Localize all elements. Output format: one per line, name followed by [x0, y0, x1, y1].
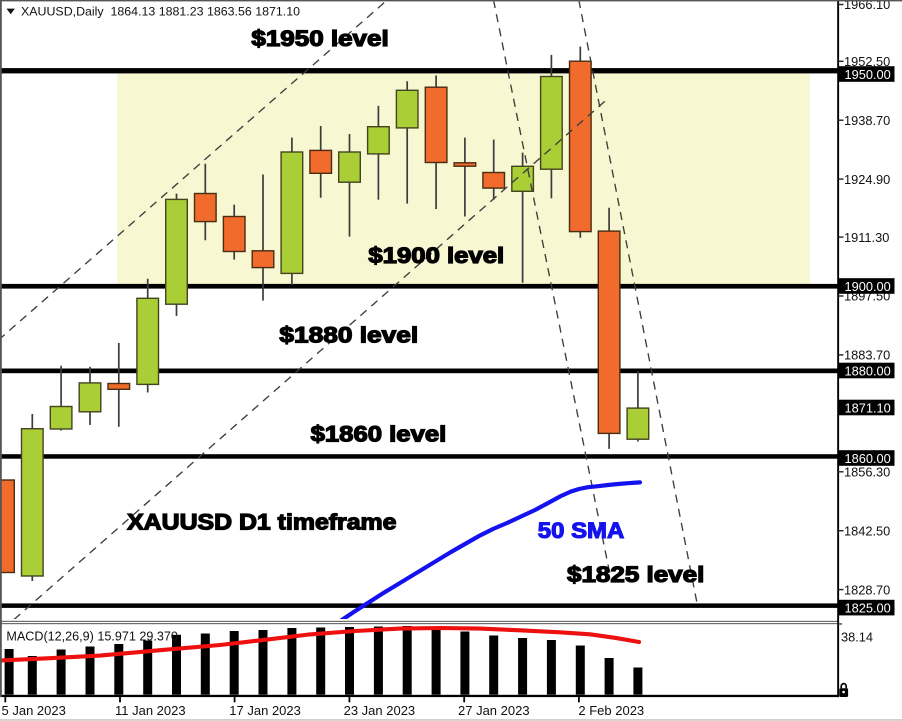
svg-text:$1950 level: $1950 level: [251, 26, 388, 51]
svg-text:1842.50: 1842.50: [844, 523, 890, 538]
svg-text:5 Jan 2023: 5 Jan 2023: [2, 703, 66, 718]
svg-text:1938.70: 1938.70: [844, 113, 890, 128]
svg-text:1900.00: 1900.00: [845, 279, 891, 294]
svg-text:XAUUSD D1 timeframe: XAUUSD D1 timeframe: [127, 510, 396, 535]
svg-text:1871.10: 1871.10: [845, 400, 891, 415]
svg-text:1966.10: 1966.10: [844, 0, 890, 12]
svg-text:1860.00: 1860.00: [845, 451, 891, 466]
svg-text:$1880 level: $1880 level: [279, 323, 418, 348]
svg-text:1880.00: 1880.00: [845, 363, 891, 378]
svg-text:$1900 level: $1900 level: [368, 243, 504, 268]
svg-text:2 Feb 2023: 2 Feb 2023: [578, 703, 644, 718]
svg-text:27 Jan 2023: 27 Jan 2023: [458, 703, 530, 718]
svg-text:1883.70: 1883.70: [844, 348, 890, 363]
svg-text:11 Jan 2023: 11 Jan 2023: [115, 703, 186, 718]
svg-text:$1825 level: $1825 level: [567, 562, 704, 587]
svg-text:1828.70: 1828.70: [844, 582, 890, 597]
svg-text:1825.00: 1825.00: [845, 600, 891, 615]
svg-text:17 Jan 2023: 17 Jan 2023: [229, 703, 301, 718]
svg-text:1950.00: 1950.00: [845, 67, 891, 82]
svg-text:1911.30: 1911.30: [844, 230, 889, 245]
svg-text:1924.90: 1924.90: [844, 172, 890, 187]
svg-text:50 SMA: 50 SMA: [538, 518, 625, 543]
svg-text:38.14: 38.14: [841, 630, 873, 645]
svg-text:$1860 level: $1860 level: [311, 422, 447, 447]
svg-text:MACD(12,26,9) 15.971 29.370: MACD(12,26,9) 15.971 29.370: [6, 629, 178, 643]
svg-text:1856.30: 1856.30: [844, 465, 890, 480]
svg-text:XAUUSD,Daily 1864.13 1881.23: XAUUSD,Daily 1864.13 1881.23 1863.56 187…: [21, 4, 300, 18]
svg-text:1952.50: 1952.50: [844, 54, 890, 69]
svg-text:23 Jan 2023: 23 Jan 2023: [344, 703, 416, 718]
